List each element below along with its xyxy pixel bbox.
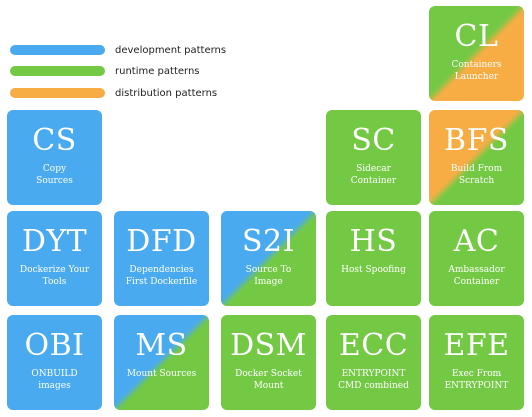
tile-name: Dockerize Your Tools (19, 265, 90, 287)
legend-label-runtime: runtime patterns (115, 65, 200, 77)
legend-swatch-runtime (10, 66, 105, 76)
tile-name: Build From Scratch (450, 164, 503, 186)
tile-name: Exec From ENTRYPOINT (444, 369, 509, 391)
legend-development: development patterns (10, 44, 226, 56)
tile-name: Source To Image (245, 265, 292, 287)
legend-label-development: development patterns (115, 44, 227, 56)
tile-abbr: HS (349, 224, 398, 259)
tile-abbr: AC (453, 224, 500, 259)
tile-bfs: BFS Build From Scratch (429, 110, 524, 205)
tile-name: Containers Launcher (451, 60, 502, 82)
legend-distribution: distribution patterns (10, 87, 217, 99)
tile-dfd: DFD Dependencies First Dockerfile (114, 211, 209, 306)
tile-abbr: S2I (242, 224, 295, 259)
tile-abbr: EFE (443, 328, 510, 363)
legend-runtime: runtime patterns (10, 65, 200, 77)
tile-ms: MS Mount Sources (114, 315, 209, 410)
tile-name: Ambassador Container (448, 265, 505, 287)
tile-name: ONBUILD images (31, 369, 78, 391)
tile-abbr: DFD (126, 224, 197, 259)
tile-abbr: DSM (230, 328, 307, 363)
tile-hs: HS Host Spoofing (326, 211, 421, 306)
tile-abbr: MS (135, 328, 188, 363)
legend-swatch-development (10, 45, 105, 55)
tile-abbr: CS (32, 123, 77, 158)
tile-name: ENTRYPOINT CMD combined (338, 369, 409, 391)
tile-abbr: SC (351, 123, 396, 158)
tile-name: Docker Socket Mount (235, 369, 302, 391)
legend-swatch-distribution (10, 88, 105, 98)
tile-cs: CS Copy Sources (7, 110, 102, 205)
tile-cl: CL Containers Launcher (429, 6, 524, 101)
tile-name: Host Spoofing (341, 265, 406, 275)
tile-abbr: ECC (338, 328, 409, 363)
tile-s2i: S2I Source To Image (221, 211, 316, 306)
tile-efe: EFE Exec From ENTRYPOINT (429, 315, 524, 410)
tile-abbr: DYT (21, 224, 88, 259)
tile-name: Mount Sources (126, 369, 197, 379)
tile-ac: AC Ambassador Container (429, 211, 524, 306)
tile-ecc: ECC ENTRYPOINT CMD combined (326, 315, 421, 410)
tile-dsm: DSM Docker Socket Mount (221, 315, 316, 410)
tile-name: Copy Sources (36, 164, 73, 186)
tile-abbr: CL (454, 19, 499, 54)
tile-sc: SC Sidecar Container (326, 110, 421, 205)
tile-name: Sidecar Container (350, 164, 397, 186)
tile-abbr: OBI (24, 328, 85, 363)
tile-obi: OBI ONBUILD images (7, 315, 102, 410)
tile-dyt: DYT Dockerize Your Tools (7, 211, 102, 306)
tile-name: Dependencies First Dockerfile (125, 265, 198, 287)
legend-label-distribution: distribution patterns (115, 87, 218, 99)
tile-abbr: BFS (444, 123, 509, 158)
